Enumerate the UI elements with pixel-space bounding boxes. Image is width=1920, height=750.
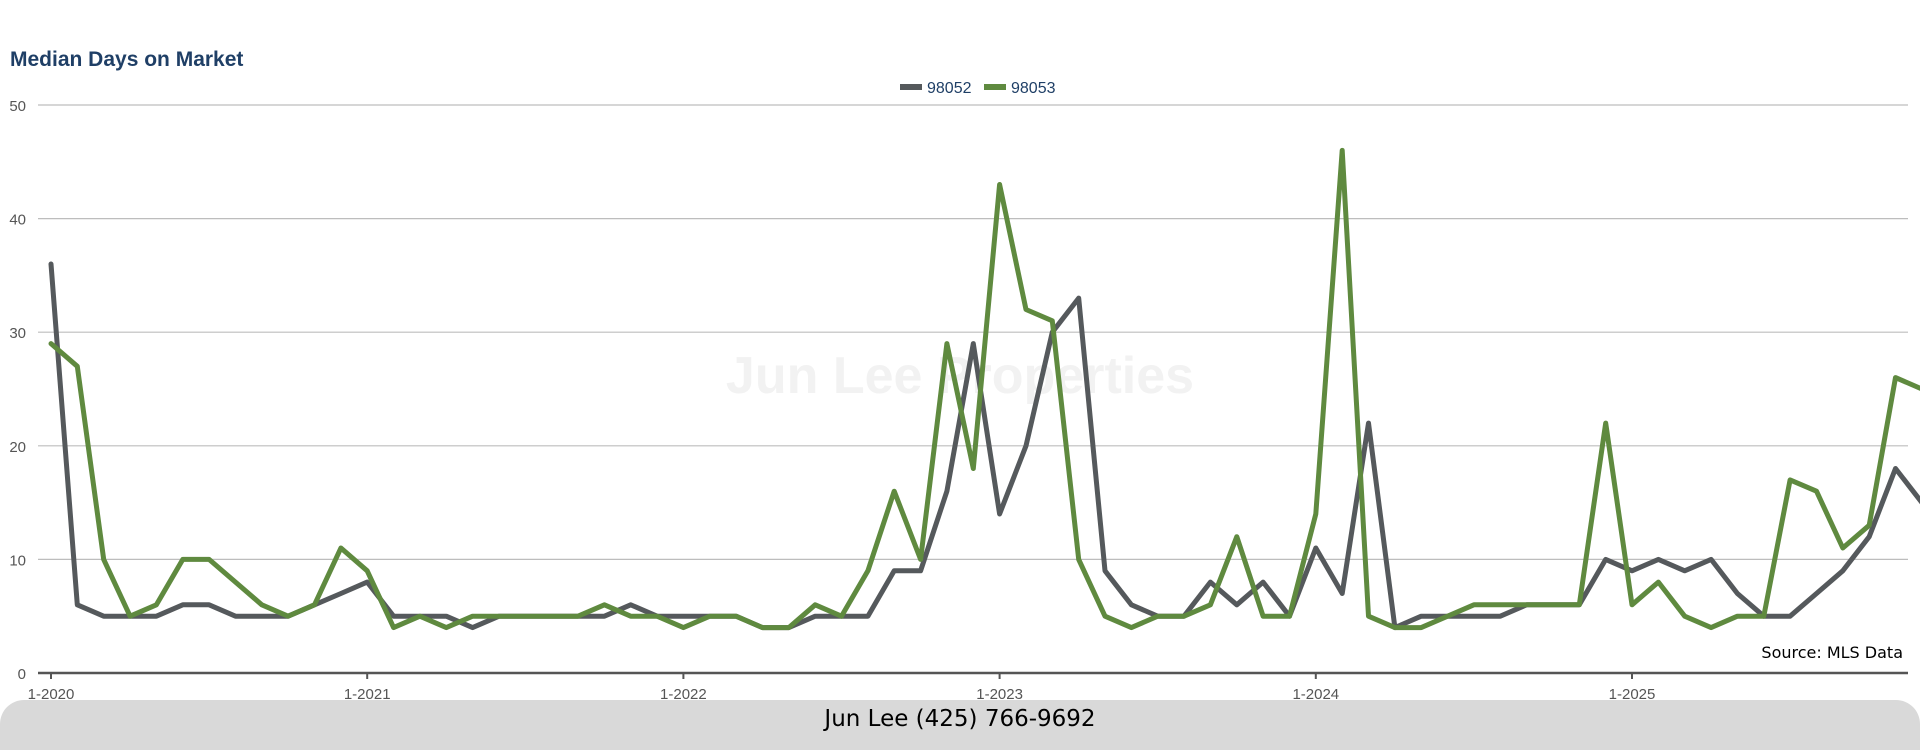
x-tick-label: 1-2025: [1609, 686, 1656, 703]
footer-contact: Jun Lee (425) 766-9692: [824, 706, 1096, 732]
y-tick-label: 20: [9, 439, 26, 456]
legend-label: 98052: [927, 80, 972, 97]
x-tick-label: 1-2023: [976, 686, 1023, 703]
series-lines: [48, 147, 1920, 631]
series-line-98052: [48, 261, 1920, 631]
chart-title: Median Days on Market: [10, 48, 244, 71]
legend-label: 98053: [1011, 80, 1056, 97]
y-tick-label: 40: [9, 212, 26, 229]
series-line-98053: [48, 147, 1920, 631]
x-tick-label: 1-2020: [28, 686, 75, 703]
source-annotation: Source: MLS Data: [1761, 643, 1903, 662]
y-tick-label: 10: [9, 552, 26, 569]
legend: 98052 98053: [900, 80, 1056, 97]
y-tick-label: 0: [18, 666, 26, 683]
footer-bar: [0, 700, 1920, 750]
y-tick-label: 50: [9, 98, 26, 115]
y-tick-label: 30: [9, 325, 26, 342]
x-tick-label: 1-2024: [1292, 686, 1339, 703]
gridlines: [38, 104, 1908, 561]
x-tick-label: 1-2021: [344, 686, 391, 703]
x-axis: 1-2020 1-2021 1-2022 1-2023 1-2024 1-2025: [28, 671, 1908, 703]
y-axis: 0 10 20 30 40 50: [9, 98, 26, 683]
x-tick-label: 1-2022: [660, 686, 707, 703]
